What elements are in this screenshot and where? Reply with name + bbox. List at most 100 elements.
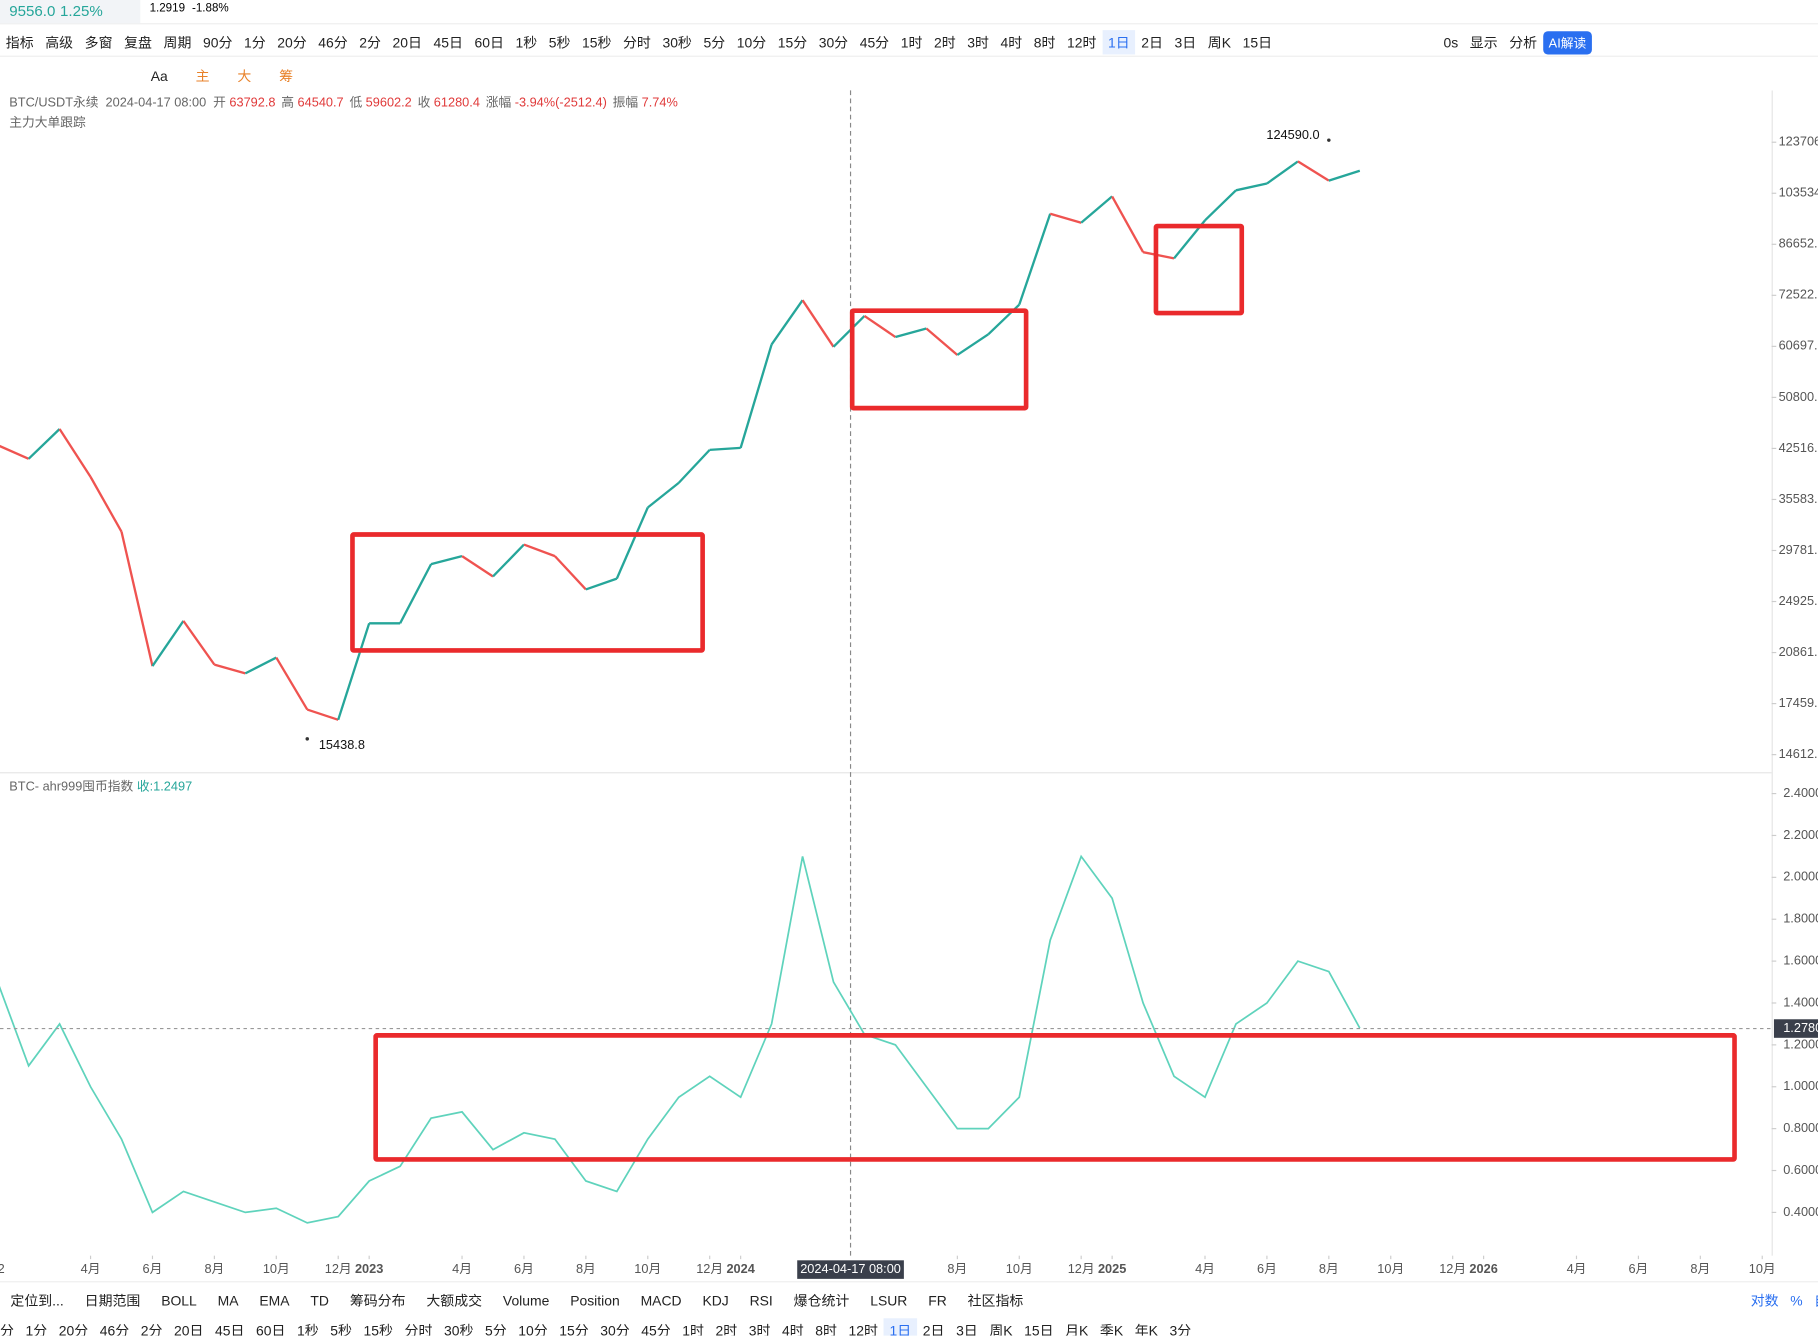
period[interactable]: 季K bbox=[1099, 1322, 1124, 1336]
indicator-tab[interactable]: BOLL bbox=[161, 1292, 197, 1309]
toolbar-item[interactable]: 0s bbox=[1443, 34, 1459, 51]
toolbar-item[interactable]: 90分 bbox=[202, 34, 233, 52]
toolbar-item[interactable]: 显示 bbox=[1469, 34, 1498, 52]
toolbar-item[interactable]: 多窗 bbox=[84, 34, 113, 52]
toolbar-item[interactable]: 1分 bbox=[243, 34, 266, 52]
toolbar-item[interactable]: 45日 bbox=[433, 34, 463, 52]
period[interactable]: 周K bbox=[989, 1322, 1013, 1336]
toolbar-item[interactable]: 高级 bbox=[45, 34, 74, 52]
toolbar-item[interactable]: 对数 bbox=[1750, 1292, 1779, 1310]
toolbar-item[interactable]: 45分 bbox=[859, 34, 890, 52]
toolbar-item[interactable]: 复盘 bbox=[124, 34, 152, 52]
period[interactable]: 1时 bbox=[682, 1322, 704, 1336]
price-segment bbox=[1204, 189, 1237, 222]
toolbar-item[interactable]: 15分 bbox=[777, 34, 808, 52]
toolbar-item[interactable]: 20分 bbox=[277, 34, 307, 52]
tab[interactable]: 1.2919 -1.88% bbox=[140, 0, 332, 23]
toolbar-item[interactable]: % bbox=[1790, 1292, 1803, 1309]
indicator-tab[interactable]: Volume bbox=[502, 1292, 550, 1309]
period[interactable]: 20分 bbox=[58, 1322, 89, 1336]
tool[interactable]: 筹 bbox=[279, 68, 294, 85]
indicator-tab[interactable]: LSUR bbox=[870, 1292, 908, 1309]
toolbar-item[interactable]: 指标 bbox=[5, 34, 34, 52]
period[interactable]: 月K bbox=[1065, 1322, 1089, 1336]
period[interactable]: 年K bbox=[1134, 1322, 1158, 1336]
toolbar-item[interactable]: 30分 bbox=[818, 34, 849, 52]
indicator-tab[interactable]: MA bbox=[217, 1292, 239, 1309]
period[interactable]: 1秒 bbox=[297, 1322, 319, 1336]
period[interactable]: 12时 bbox=[848, 1322, 878, 1336]
toolbar-item[interactable]: 1日 bbox=[1102, 30, 1136, 55]
indicator-tab[interactable]: EMA bbox=[259, 1292, 290, 1309]
period[interactable]: 3分 bbox=[1169, 1322, 1192, 1336]
toolbar-item[interactable]: 2时 bbox=[933, 34, 956, 52]
period[interactable]: 15秒 bbox=[363, 1322, 393, 1336]
period[interactable]: 46分 bbox=[99, 1322, 130, 1336]
period[interactable]: 8时 bbox=[815, 1322, 837, 1336]
indicator-tab[interactable]: 定位到... bbox=[10, 1292, 64, 1310]
indicator-tab[interactable]: Position bbox=[570, 1292, 620, 1309]
toolbar-item[interactable]: 周K bbox=[1207, 34, 1231, 52]
toolbar-item[interactable]: 20日 bbox=[392, 34, 422, 52]
toolbar-item[interactable]: 12时 bbox=[1067, 34, 1097, 52]
toolbar-item[interactable]: 自 bbox=[1808, 1288, 1818, 1312]
period[interactable]: 3时 bbox=[748, 1322, 771, 1336]
toolbar-item[interactable]: 60日 bbox=[474, 34, 504, 52]
period[interactable]: 5秒 bbox=[330, 1322, 352, 1336]
period[interactable]: 15分 bbox=[559, 1322, 589, 1336]
indicator-tab[interactable]: 日期范围 bbox=[84, 1292, 141, 1310]
toolbar-item[interactable]: 10分 bbox=[736, 34, 767, 52]
period[interactable]: 60日 bbox=[256, 1322, 286, 1336]
indicator-tab[interactable]: FR bbox=[928, 1292, 947, 1309]
toolbar-item[interactable]: 46分 bbox=[318, 34, 348, 52]
period[interactable]: 20日 bbox=[174, 1322, 204, 1336]
toolbar-item[interactable]: 1秒 bbox=[515, 34, 538, 52]
toolbar-item[interactable]: AI解读 bbox=[1542, 30, 1593, 54]
toolbar-item[interactable]: 2分 bbox=[359, 34, 381, 52]
tool[interactable]: Aa bbox=[150, 67, 168, 85]
tool[interactable]: 大 bbox=[237, 68, 252, 85]
period[interactable]: 2时 bbox=[715, 1322, 738, 1336]
period[interactable]: 2分 bbox=[140, 1322, 163, 1336]
indicator-tab[interactable]: KDJ bbox=[702, 1292, 729, 1309]
period[interactable]: 30秒 bbox=[443, 1322, 474, 1336]
toolbar-item[interactable]: 周期 bbox=[163, 34, 192, 52]
toolbar-item[interactable]: 3日 bbox=[1174, 34, 1197, 52]
toolbar-item[interactable]: 8时 bbox=[1033, 34, 1056, 52]
period[interactable]: 分 bbox=[0, 1322, 14, 1336]
period[interactable]: 5分 bbox=[484, 1322, 507, 1336]
period[interactable]: 3日 bbox=[956, 1322, 978, 1336]
period[interactable]: 1分 bbox=[25, 1322, 48, 1336]
period[interactable]: 10分 bbox=[518, 1322, 548, 1336]
x-tick-label: 10月 bbox=[1006, 1261, 1033, 1276]
period[interactable]: 2日 bbox=[922, 1322, 945, 1336]
period[interactable]: 45分 bbox=[641, 1322, 671, 1336]
period[interactable]: 45日 bbox=[215, 1322, 245, 1336]
period[interactable]: 1日 bbox=[883, 1318, 918, 1336]
tab[interactable]: 9556.0 1.25% bbox=[0, 0, 141, 24]
toolbar-item[interactable]: 2日 bbox=[1141, 34, 1163, 52]
toolbar-item[interactable]: 分时 bbox=[623, 34, 651, 52]
indicator-tab[interactable]: MACD bbox=[640, 1292, 682, 1309]
indicator-tab[interactable]: 爆仓统计 bbox=[793, 1292, 850, 1310]
period[interactable]: 分时 bbox=[404, 1322, 433, 1336]
toolbar-item[interactable]: 5分 bbox=[703, 34, 726, 52]
indicator-info: BTC- ahr999囤币指数 收:1.2497 bbox=[9, 777, 192, 796]
toolbar-item[interactable]: 分析 bbox=[1509, 34, 1538, 52]
indicator-tab[interactable]: TD bbox=[310, 1292, 329, 1309]
toolbar-item[interactable]: 3时 bbox=[967, 34, 989, 52]
indicator-tab[interactable]: 社区指标 bbox=[967, 1292, 1024, 1310]
indicator-tab[interactable]: 筹码分布 bbox=[349, 1292, 406, 1310]
toolbar-item[interactable]: 30秒 bbox=[662, 34, 692, 52]
toolbar-item[interactable]: 4时 bbox=[1000, 34, 1023, 52]
tool[interactable]: 主 bbox=[195, 68, 210, 85]
toolbar-item[interactable]: 15秒 bbox=[582, 34, 612, 52]
toolbar-item[interactable]: 5秒 bbox=[548, 34, 571, 52]
indicator-tab[interactable]: 大额成交 bbox=[426, 1292, 483, 1310]
toolbar-item[interactable]: 15日 bbox=[1242, 34, 1272, 52]
indicator-tab[interactable]: RSI bbox=[749, 1292, 773, 1309]
toolbar-item[interactable]: 1时 bbox=[900, 34, 923, 52]
period[interactable]: 4时 bbox=[782, 1322, 804, 1336]
period[interactable]: 30分 bbox=[600, 1322, 630, 1336]
period[interactable]: 15日 bbox=[1024, 1322, 1054, 1336]
